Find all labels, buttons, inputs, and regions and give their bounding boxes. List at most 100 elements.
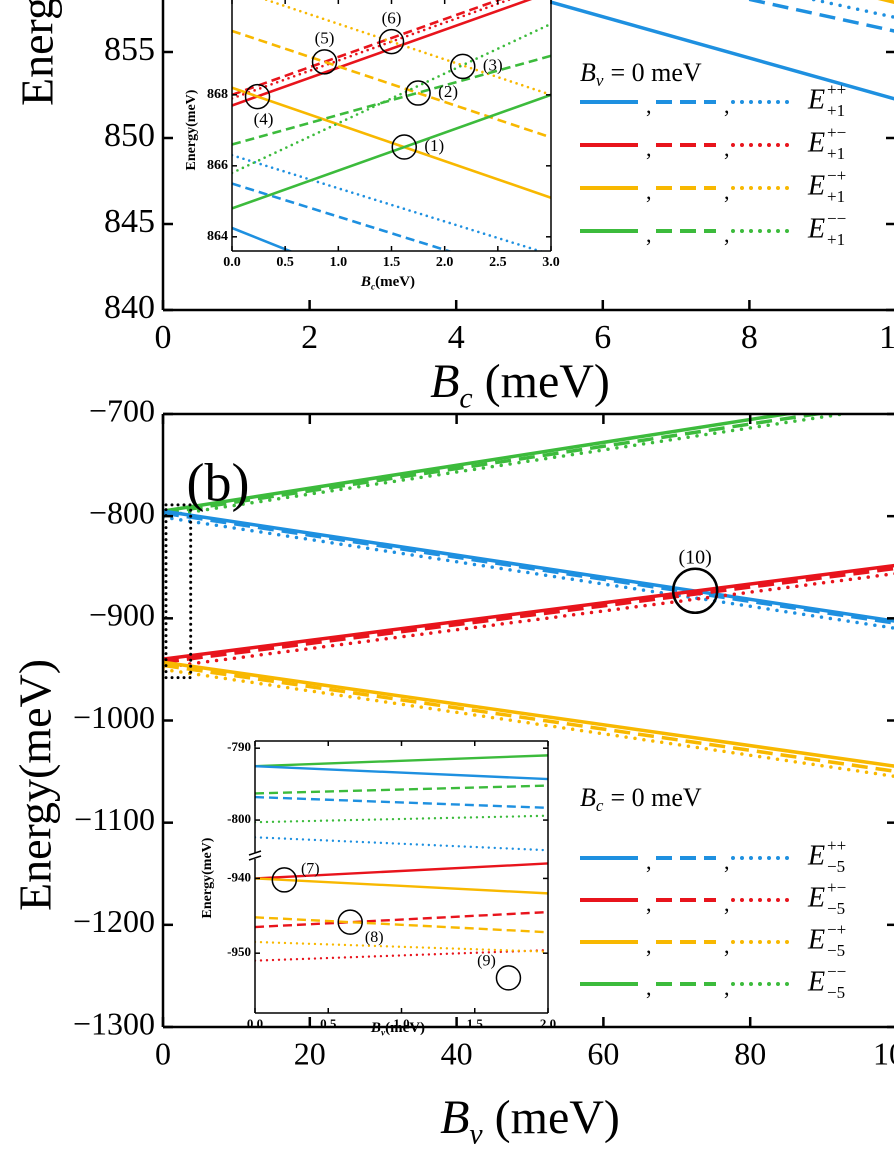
legend-symbol: E <box>807 170 825 201</box>
y-tick-label: 840 <box>104 289 155 326</box>
chart-0: 0246810840845850855Energy(meV)Bc(meV)Bv=… <box>12 0 894 414</box>
x-tick-label: 0.0 <box>223 255 241 270</box>
legend-symbol: E <box>807 127 825 158</box>
legend-subscript: +1 <box>827 101 845 120</box>
x-tick-label: 2.0 <box>540 1016 556 1031</box>
series-line <box>163 414 797 513</box>
x-tick-label: 2 <box>301 319 318 356</box>
legend-symbol: E <box>807 924 825 955</box>
legend-header-subscript: c <box>596 796 604 815</box>
legend-separator: , <box>724 179 730 204</box>
series-line <box>163 414 828 515</box>
x-tick-label: 3.0 <box>542 255 560 270</box>
x-tick-label: 1.0 <box>330 255 348 270</box>
annotation-circle <box>311 49 338 75</box>
panel-label: (b) <box>187 452 250 512</box>
x-axis-subscript: c <box>371 283 375 293</box>
legend-symbol: E <box>807 882 825 913</box>
y-tick-label: -940 <box>227 869 251 884</box>
chart-1: 0.0 0.5 1.0 1.5 2.0 2.5 3.0 864 866 868 Energy(meV… <box>184 0 560 293</box>
series-line <box>232 86 551 199</box>
series-line <box>255 940 548 953</box>
legend-header: Bc = 0 meV <box>580 783 702 815</box>
legend-subscript: −5 <box>827 857 845 876</box>
legend-separator: , <box>646 849 652 874</box>
x-axis-label: Bv(meV) <box>370 1020 425 1038</box>
annotation-label: (10) <box>678 546 711 568</box>
series-line <box>163 414 855 518</box>
annotation-label: (5) <box>315 29 335 48</box>
legend-symbol: E <box>807 840 825 871</box>
legend-header: Bv = 0 meV <box>580 58 702 90</box>
series-line <box>232 0 533 107</box>
legend-separator: , <box>724 222 730 247</box>
x-tick-label: 4 <box>448 319 465 356</box>
series-line <box>255 784 548 795</box>
legend-superscript: −− <box>827 962 846 981</box>
x-tick-label: 2.0 <box>436 255 454 270</box>
y-tick-label: -800 <box>227 811 251 826</box>
legend-superscript: ++ <box>827 80 846 99</box>
x-tick-label: 100 <box>873 1035 894 1071</box>
legend-superscript: −+ <box>827 920 846 939</box>
annotation-label: (9) <box>477 953 496 970</box>
x-tick-label: 6 <box>594 319 611 356</box>
legend-separator: , <box>646 933 652 958</box>
annotation-circle <box>671 567 719 614</box>
annotation-label: (7) <box>301 861 320 878</box>
x-axis-symbol: B <box>360 274 371 290</box>
annotation-label: (3) <box>483 55 503 74</box>
legend-header-symbol: B <box>580 58 596 87</box>
legend-symbol: E <box>807 84 825 115</box>
y-tick-label: 864 <box>207 229 228 244</box>
y-axis-label: Energy(meV) <box>200 837 215 918</box>
y-tick-label: −1200 <box>73 903 155 939</box>
x-tick-label: 0.0 <box>247 1016 263 1031</box>
series-line <box>163 660 894 768</box>
zoom-box <box>164 503 193 680</box>
series-line <box>744 0 894 33</box>
series-line <box>255 916 548 934</box>
y-tick-label: -790 <box>227 739 251 754</box>
legend-superscript: +− <box>827 878 846 897</box>
legend-separator: , <box>646 891 652 916</box>
legend-separator: , <box>646 136 652 161</box>
series-line <box>255 754 548 768</box>
series-line <box>536 0 894 101</box>
y-tick-label: −900 <box>89 597 155 633</box>
x-tick-label: 2.5 <box>489 255 507 270</box>
annotation-label: (2) <box>438 82 458 101</box>
legend-separator: , <box>646 222 652 247</box>
chart-2: 0 20 40 60 80 100 −1300 −1200 −1100 −1000 −900 −800… <box>10 392 894 1150</box>
legend-header-text: = 0 meV <box>610 783 701 812</box>
x-axis-symbol: B <box>440 1091 469 1144</box>
x-axis-label: Bc(meV) <box>430 355 610 414</box>
legend-separator: , <box>724 93 730 118</box>
series-line <box>232 153 544 251</box>
x-axis-label: Bv(meV) <box>440 1091 620 1150</box>
legend-superscript: +− <box>827 123 846 142</box>
legend-subscript: +1 <box>827 144 845 163</box>
series-line <box>163 509 894 623</box>
x-tick-label: 1.5 <box>383 255 401 270</box>
annotation-label: (6) <box>382 8 402 27</box>
legend-header-text: = 0 meV <box>610 58 701 87</box>
legend-header-symbol: B <box>580 783 596 812</box>
y-tick-label: −700 <box>89 392 155 428</box>
x-tick-label: 1.5 <box>467 1016 484 1031</box>
x-tick-label: 0 <box>155 1035 171 1071</box>
x-axis-label: Bc(meV) <box>360 274 415 292</box>
series-line <box>255 814 548 824</box>
series-line <box>255 949 548 962</box>
legend-superscript: −− <box>827 209 846 228</box>
y-tick-label: 868 <box>207 87 228 102</box>
x-tick-label: 40 <box>441 1035 473 1071</box>
x-axis-symbol: B <box>430 355 459 408</box>
legend-superscript: ++ <box>827 836 846 855</box>
x-axis-unit: (meV) <box>485 355 610 408</box>
legend-subscript: −5 <box>827 941 845 960</box>
annotation-circle <box>405 80 431 106</box>
series-line <box>232 29 551 139</box>
